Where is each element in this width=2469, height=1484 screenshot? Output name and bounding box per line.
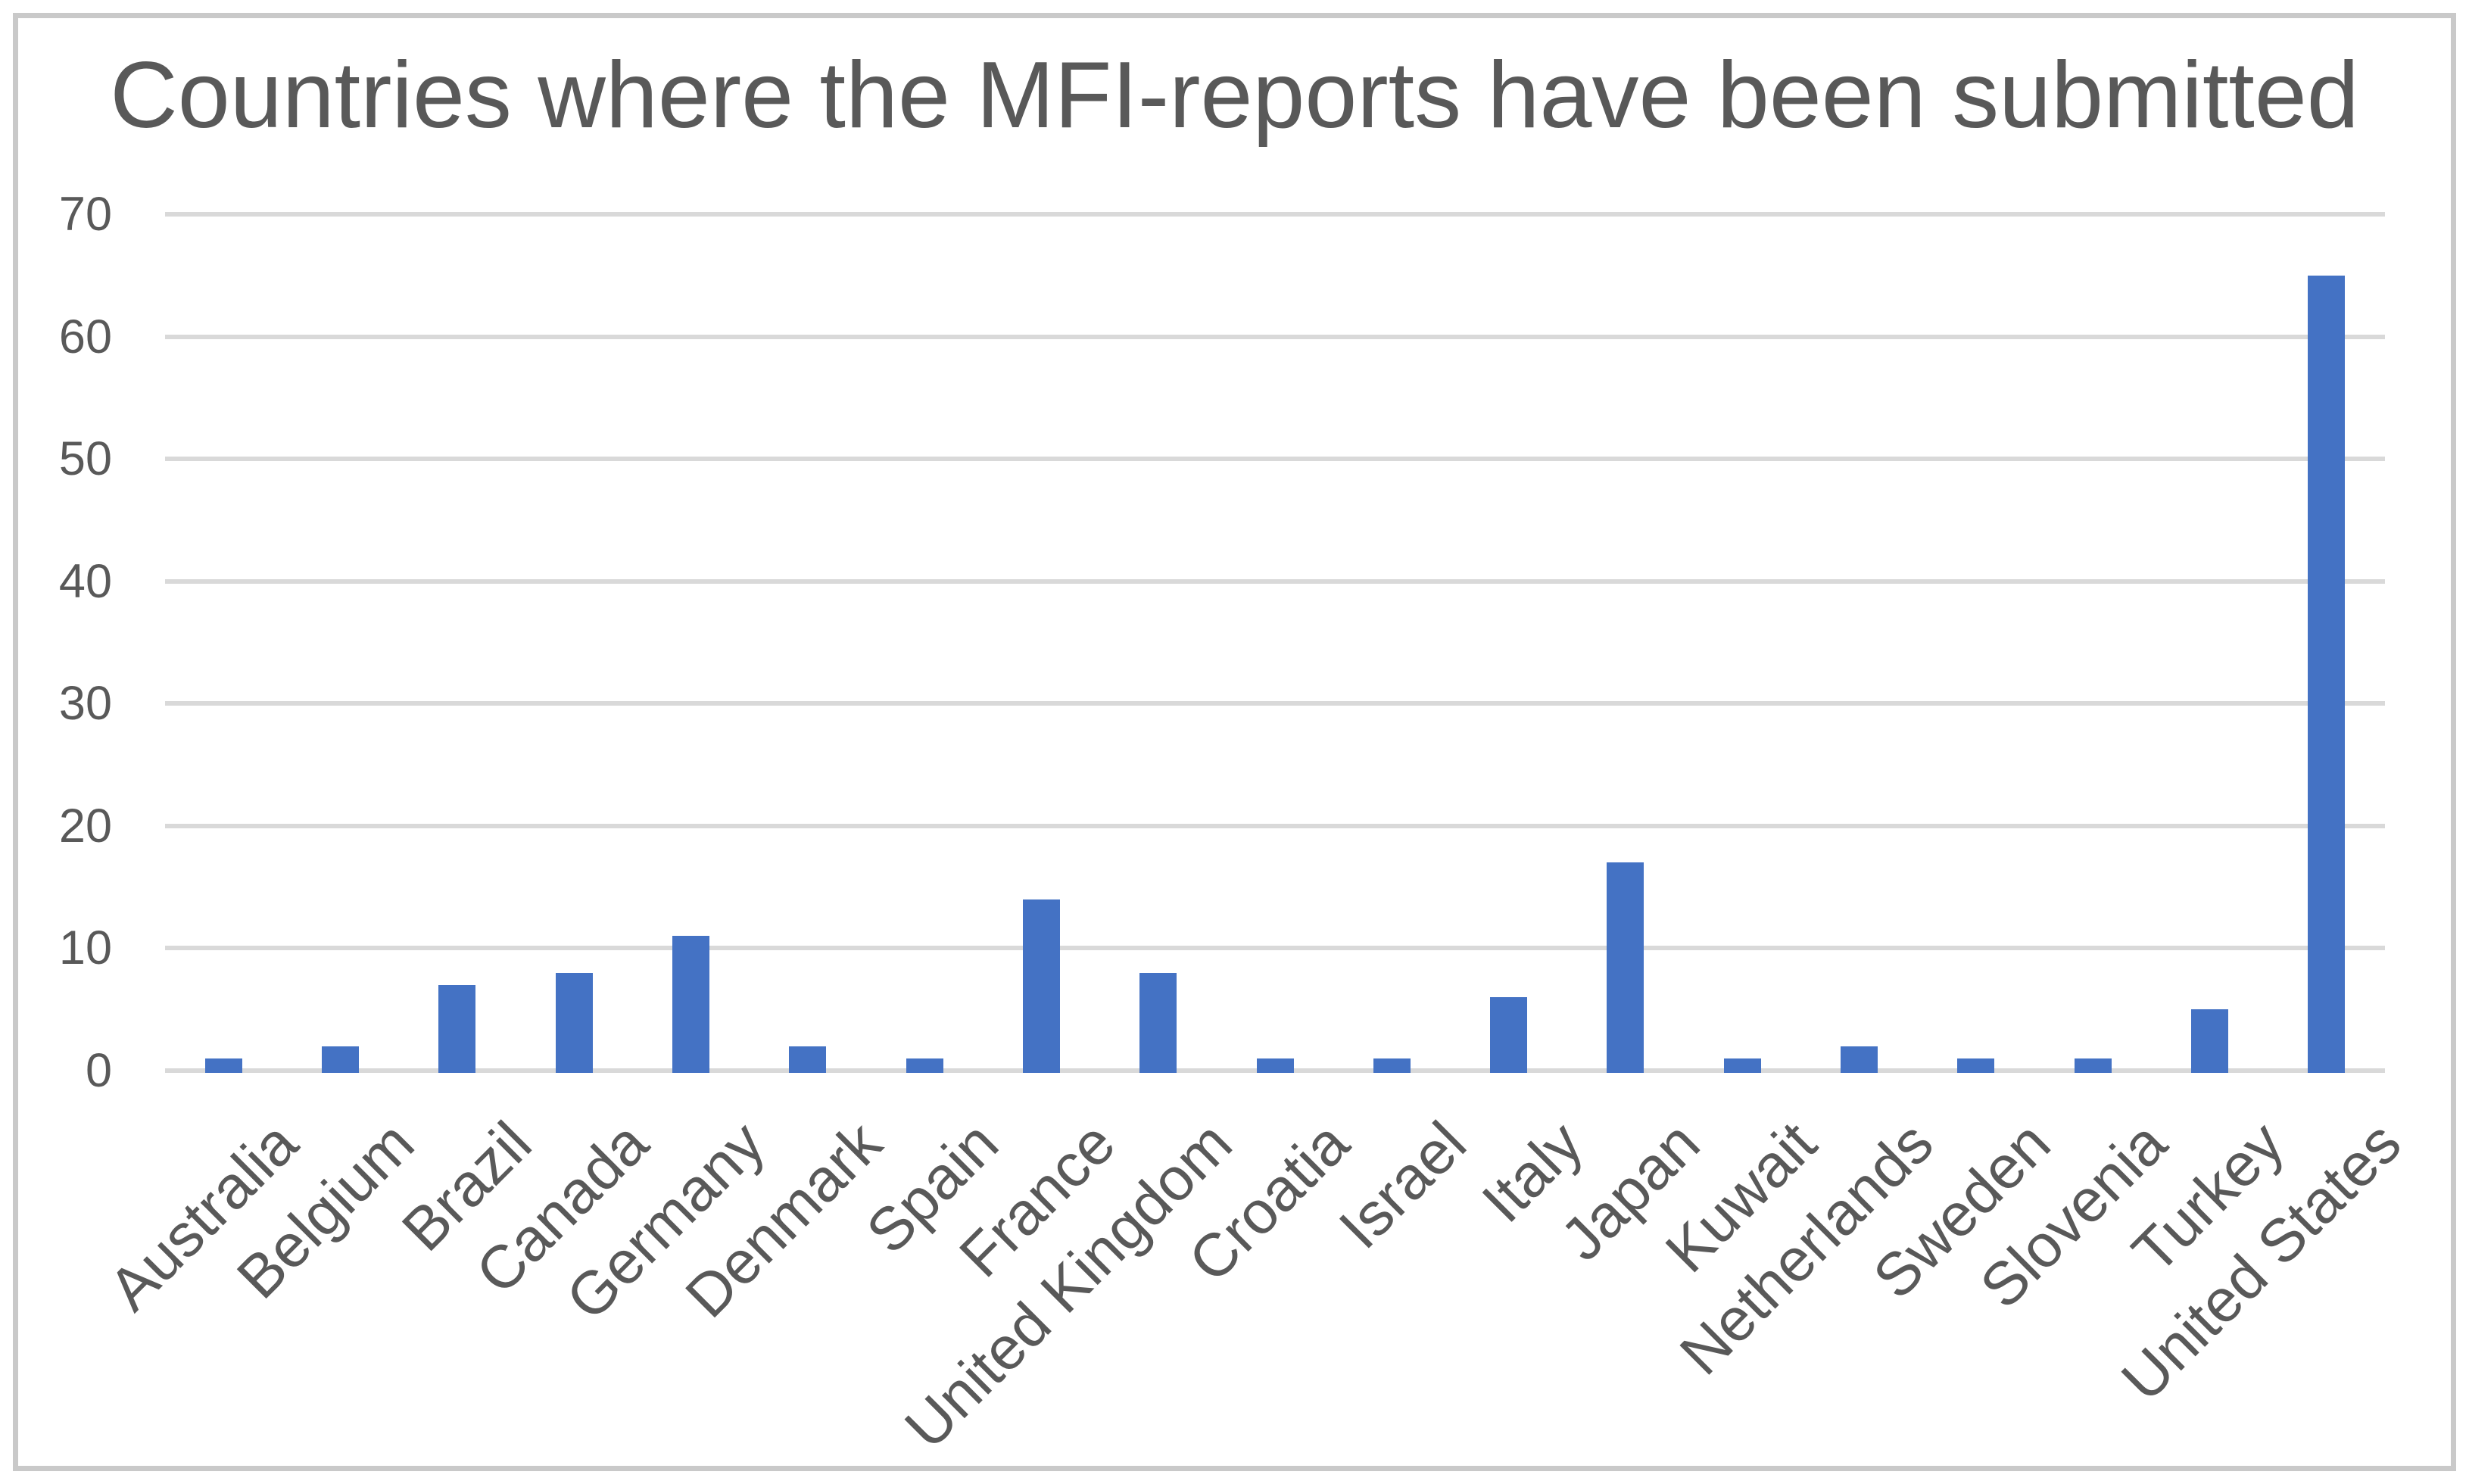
gridline-y-10 xyxy=(165,946,2385,951)
bar-kuwait xyxy=(1723,1058,1761,1073)
bar-israel xyxy=(1373,1058,1411,1073)
y-tick-label-20: 20 xyxy=(58,799,112,853)
bar-spain xyxy=(906,1058,943,1073)
bar-denmark xyxy=(789,1046,827,1073)
gridline-y-30 xyxy=(165,701,2385,706)
bar-sweden xyxy=(1957,1058,1995,1073)
bar-france xyxy=(1022,899,1060,1073)
y-tick-label-30: 30 xyxy=(58,677,112,731)
chart-border-frame xyxy=(13,13,2456,1471)
y-tick-label-10: 10 xyxy=(58,921,112,975)
bar-croatia xyxy=(1256,1058,1294,1073)
gridline-y-20 xyxy=(165,823,2385,828)
gridline-y-60 xyxy=(165,334,2385,339)
gridline-y-50 xyxy=(165,457,2385,462)
bar-united-kingdom xyxy=(1139,972,1177,1073)
bar-japan xyxy=(1607,862,1644,1073)
y-tick-label-0: 0 xyxy=(85,1044,112,1097)
y-tick-label-60: 60 xyxy=(58,310,112,363)
y-tick-label-40: 40 xyxy=(58,554,112,608)
gridline-y-40 xyxy=(165,578,2385,584)
y-tick-label-70: 70 xyxy=(58,188,112,241)
bar-slovenia xyxy=(2074,1058,2112,1073)
bar-australia xyxy=(204,1058,242,1073)
bar-canada xyxy=(555,972,593,1073)
bar-brazil xyxy=(438,984,476,1073)
bar-belgium xyxy=(321,1046,359,1073)
bar-united-states xyxy=(2308,275,2346,1073)
chart-title: Countries where the MFI-reports have bee… xyxy=(110,43,2359,148)
bar-germany xyxy=(672,936,709,1073)
bar-netherlands xyxy=(1841,1046,1878,1073)
gridline-y-70 xyxy=(165,212,2385,217)
bar-turkey xyxy=(2191,1009,2229,1073)
y-tick-label-50: 50 xyxy=(58,432,112,486)
bar-italy xyxy=(1490,997,1528,1073)
